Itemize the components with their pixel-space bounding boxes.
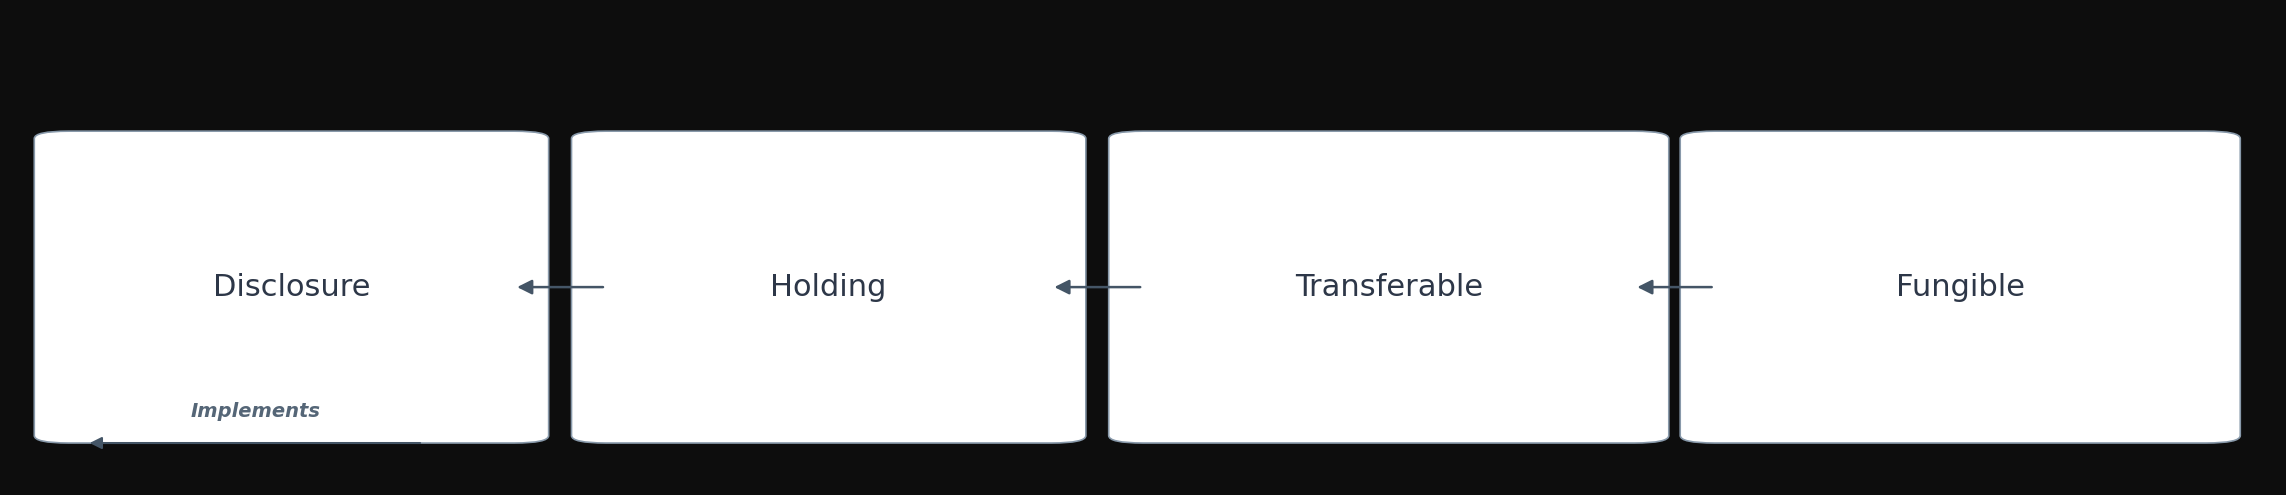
Text: Transferable: Transferable (1294, 273, 1484, 301)
FancyBboxPatch shape (572, 131, 1086, 443)
Text: Disclosure: Disclosure (213, 273, 370, 301)
FancyBboxPatch shape (34, 131, 549, 443)
Text: Implements: Implements (192, 402, 320, 421)
Text: Holding: Holding (770, 273, 887, 301)
FancyBboxPatch shape (1109, 131, 1669, 443)
Text: Fungible: Fungible (1895, 273, 2025, 301)
FancyBboxPatch shape (1680, 131, 2240, 443)
